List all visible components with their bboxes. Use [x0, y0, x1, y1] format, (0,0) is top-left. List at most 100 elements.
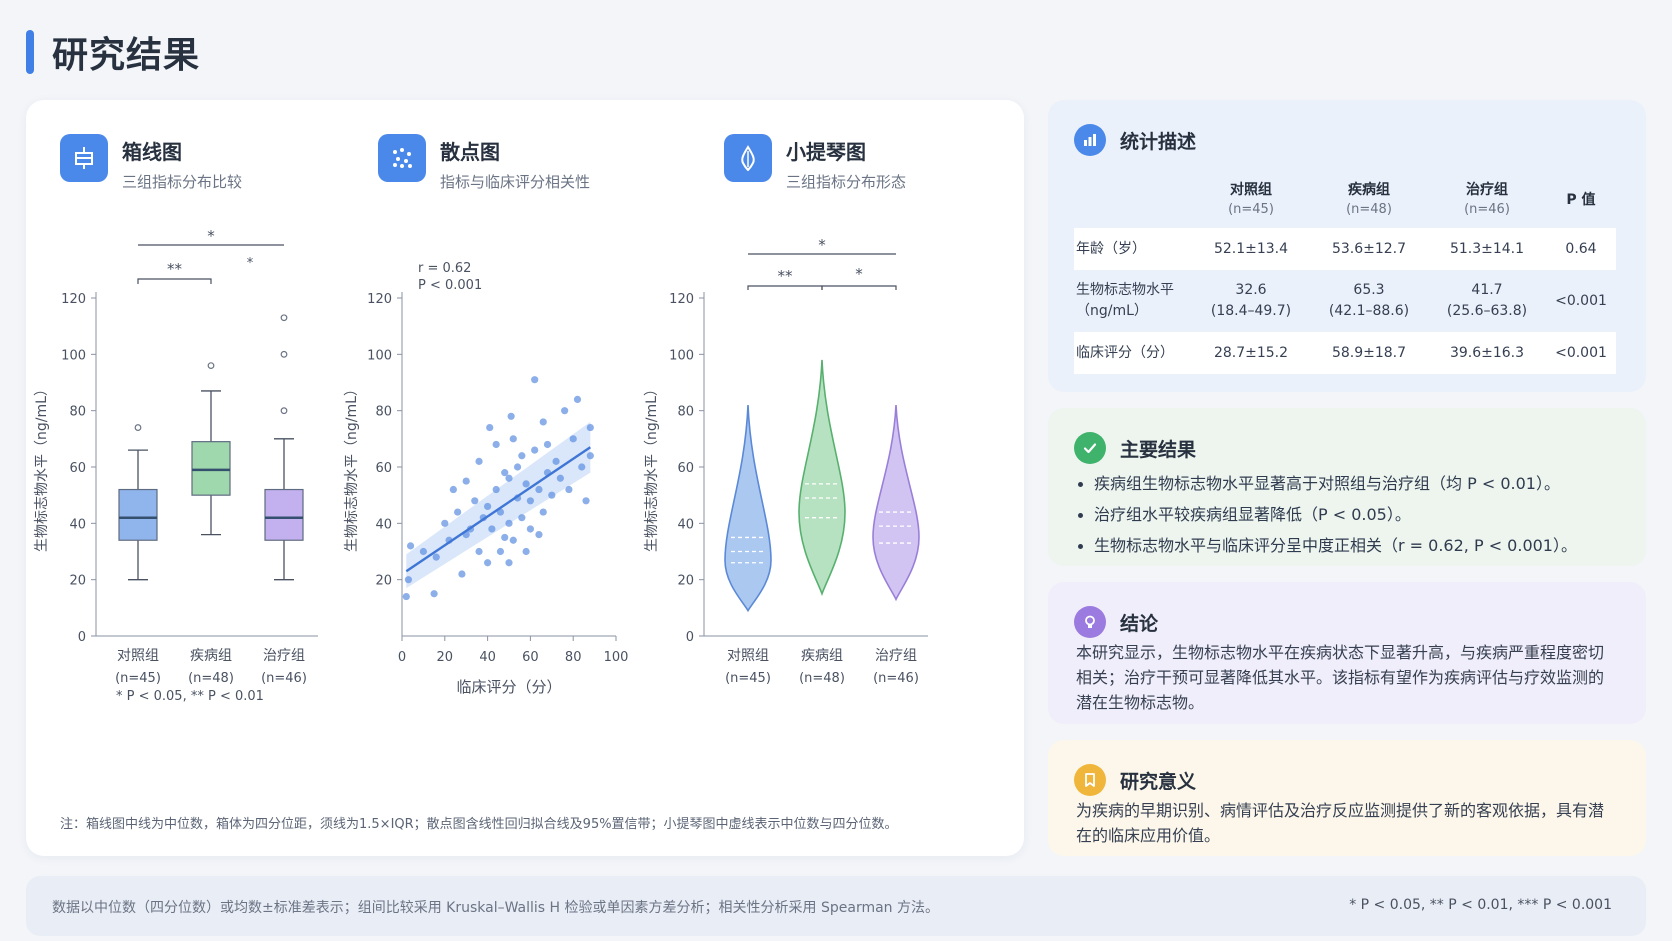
check-icon: [1074, 432, 1106, 464]
x-tick-label: 治疗组: [875, 648, 917, 664]
row-label: 生物标志物水平 （ng/mL）: [1076, 282, 1174, 319]
box-panel-subtitle: 三组指标分布比较: [122, 173, 243, 191]
x-tick-label-n: (n=46): [261, 671, 307, 686]
scatter-point: [432, 553, 440, 561]
x-tick-label-n: (n=46): [873, 671, 919, 686]
table-cell: 65.3 (42.1–88.6): [1328, 282, 1410, 319]
stats-header: 统计描述: [1074, 124, 1196, 156]
table-row: 临床评分（分） 28.7±15.2 58.9±18.7 39.6±16.3 <0…: [1074, 332, 1616, 374]
stats-col-header: 疾病组 (n=48): [1346, 182, 1392, 217]
box-outlier: [280, 314, 288, 322]
boxplot-icon: [60, 134, 108, 182]
violin-panel-header: 小提琴图 三组指标分布形态: [724, 134, 906, 192]
scatter-point: [509, 536, 517, 544]
stats-col-header: P 值: [1566, 192, 1596, 208]
violin-body: [872, 404, 920, 602]
conclusion-title: 结论: [1120, 612, 1159, 635]
y-axis-label: 生物标志物水平（ng/mL）: [644, 382, 660, 552]
y-tick-label: 60: [69, 461, 86, 476]
x-tick-label: 80: [565, 650, 582, 665]
conclusion-card: 结论 本研究显示，生物标志物水平在疾病状态下显著升高，与疾病严重程度密切相关；治…: [1048, 582, 1646, 724]
results-header: 主要结果: [1074, 432, 1196, 464]
box-footnote: * P < 0.05, ** P < 0.01: [116, 689, 264, 704]
sig-label: *: [818, 236, 826, 254]
y-tick-label: 20: [69, 574, 86, 589]
table-cell: 32.6 (18.4–49.7): [1210, 282, 1292, 319]
sig-label: **: [778, 267, 794, 285]
scatter-point: [509, 435, 517, 443]
list-item: 治疗组水平较疾病组显著降低（P < 0.05）。: [1076, 499, 1577, 530]
scatter-point: [462, 477, 470, 485]
x-tick-label: 100: [604, 650, 629, 665]
scatter-point: [484, 559, 492, 567]
x-tick-label: 对照组: [117, 648, 159, 664]
stats-col-header: 对照组 (n=45): [1228, 182, 1274, 217]
significance-card: 研究意义 为疾病的早期识别、病情评估及治疗反应监测提供了新的客观依据，具有潜在的…: [1048, 740, 1646, 856]
y-tick-label: 0: [78, 630, 86, 645]
scatter-point: [505, 559, 513, 567]
stats-col-header: 治疗组 (n=46): [1464, 182, 1510, 217]
table-cell: 28.7±15.2: [1192, 332, 1310, 374]
scatter-panel-header: 散点图 指标与临床评分相关性: [378, 134, 590, 192]
stats-title: 统计描述: [1120, 130, 1197, 153]
y-tick-label: 120: [367, 292, 392, 307]
scatter-point: [578, 463, 586, 471]
sig-bracket: [747, 285, 823, 290]
scatter-icon: [378, 134, 426, 182]
x-tick-label-n: (n=48): [188, 671, 234, 686]
box-iqr: [264, 488, 304, 541]
conclusion-text: 本研究显示，生物标志物水平在疾病状态下显著升高，与疾病严重程度密切相关；治疗干预…: [1076, 643, 1605, 712]
significance-title: 研究意义: [1120, 770, 1197, 793]
sig-bracket: [821, 285, 897, 290]
scatter-point: [419, 547, 427, 556]
x-tick-label-n: (n=48): [799, 671, 845, 686]
box-outlier: [280, 407, 288, 415]
results-card: 主要结果 疾病组生物标志物水平显著高于对照组与治疗组（均 P < 0.01）。 …: [1048, 408, 1646, 566]
sig-label: *: [207, 227, 215, 245]
footer-bar: 数据以中位数（四分位数）或均数±标准差表示；组间比较采用 Kruskal–Wal…: [26, 876, 1646, 936]
scatter-point: [552, 457, 560, 465]
violin-panel-subtitle: 三组指标分布形态: [786, 173, 907, 191]
scatter-point: [569, 435, 577, 443]
scatter-point: [505, 474, 513, 482]
scatter-point: [406, 542, 415, 550]
scatter-point: [535, 485, 543, 494]
scatter-point: [492, 440, 500, 449]
stats-header-blank: [1074, 176, 1192, 228]
x-tick-label: 疾病组: [190, 648, 232, 664]
box-outlier: [134, 424, 142, 431]
correlation-r: r = 0.62: [418, 261, 471, 276]
bar-chart-icon: [1074, 124, 1106, 156]
page-title: 研究结果: [52, 35, 201, 76]
scatter-point: [586, 423, 594, 432]
page-header: 研究结果: [26, 30, 200, 76]
scatter-point: [543, 440, 552, 449]
row-label: 临床评分（分）: [1074, 332, 1192, 374]
scatter-point: [486, 423, 494, 432]
table-cell: 39.6±16.3: [1428, 332, 1546, 374]
table-cell: 58.9±18.7: [1310, 332, 1428, 374]
list-item: 生物标志物水平与临床评分呈中度正相关（r = 0.62, P < 0.001）。: [1076, 530, 1577, 561]
scatter-point: [449, 485, 457, 494]
scatter-point: [475, 457, 483, 465]
y-tick-label: 80: [375, 405, 392, 420]
y-tick-label: 120: [61, 292, 86, 307]
violin-body: [798, 359, 846, 597]
confidence-band: [406, 421, 591, 589]
table-cell: 41.7 (25.6–63.8): [1446, 282, 1528, 319]
scatter-panel-title: 散点图: [440, 140, 500, 164]
scatter-point: [430, 590, 438, 598]
violin-icon: [724, 134, 772, 182]
table-row: 生物标志物水平 （ng/mL） 32.6 (18.4–49.7) 65.3 (42.1…: [1074, 270, 1616, 332]
scatter-point: [539, 418, 547, 426]
scatter-point: [458, 570, 466, 578]
y-tick-label: 60: [375, 461, 392, 476]
charts-card: 箱线图 三组指标分布比较 散点图 指标与临床评分相关性 小提琴图 三组指标分布形…: [26, 100, 1024, 856]
footer-methods-note: 数据以中位数（四分位数）或均数±标准差表示；组间比较采用 Kruskal–Wal…: [52, 900, 939, 916]
stats-header-row: 对照组 (n=45) 疾病组 (n=48) 治疗组 (n=46) P 值: [1074, 176, 1616, 228]
table-cell: 0.64: [1546, 228, 1616, 270]
table-cell: 53.6±12.7: [1310, 228, 1428, 270]
scatter-point: [454, 508, 462, 516]
results-list: 疾病组生物标志物水平显著高于对照组与治疗组（均 P < 0.01）。 治疗组水平…: [1076, 468, 1577, 561]
box-iqr: [118, 488, 158, 541]
